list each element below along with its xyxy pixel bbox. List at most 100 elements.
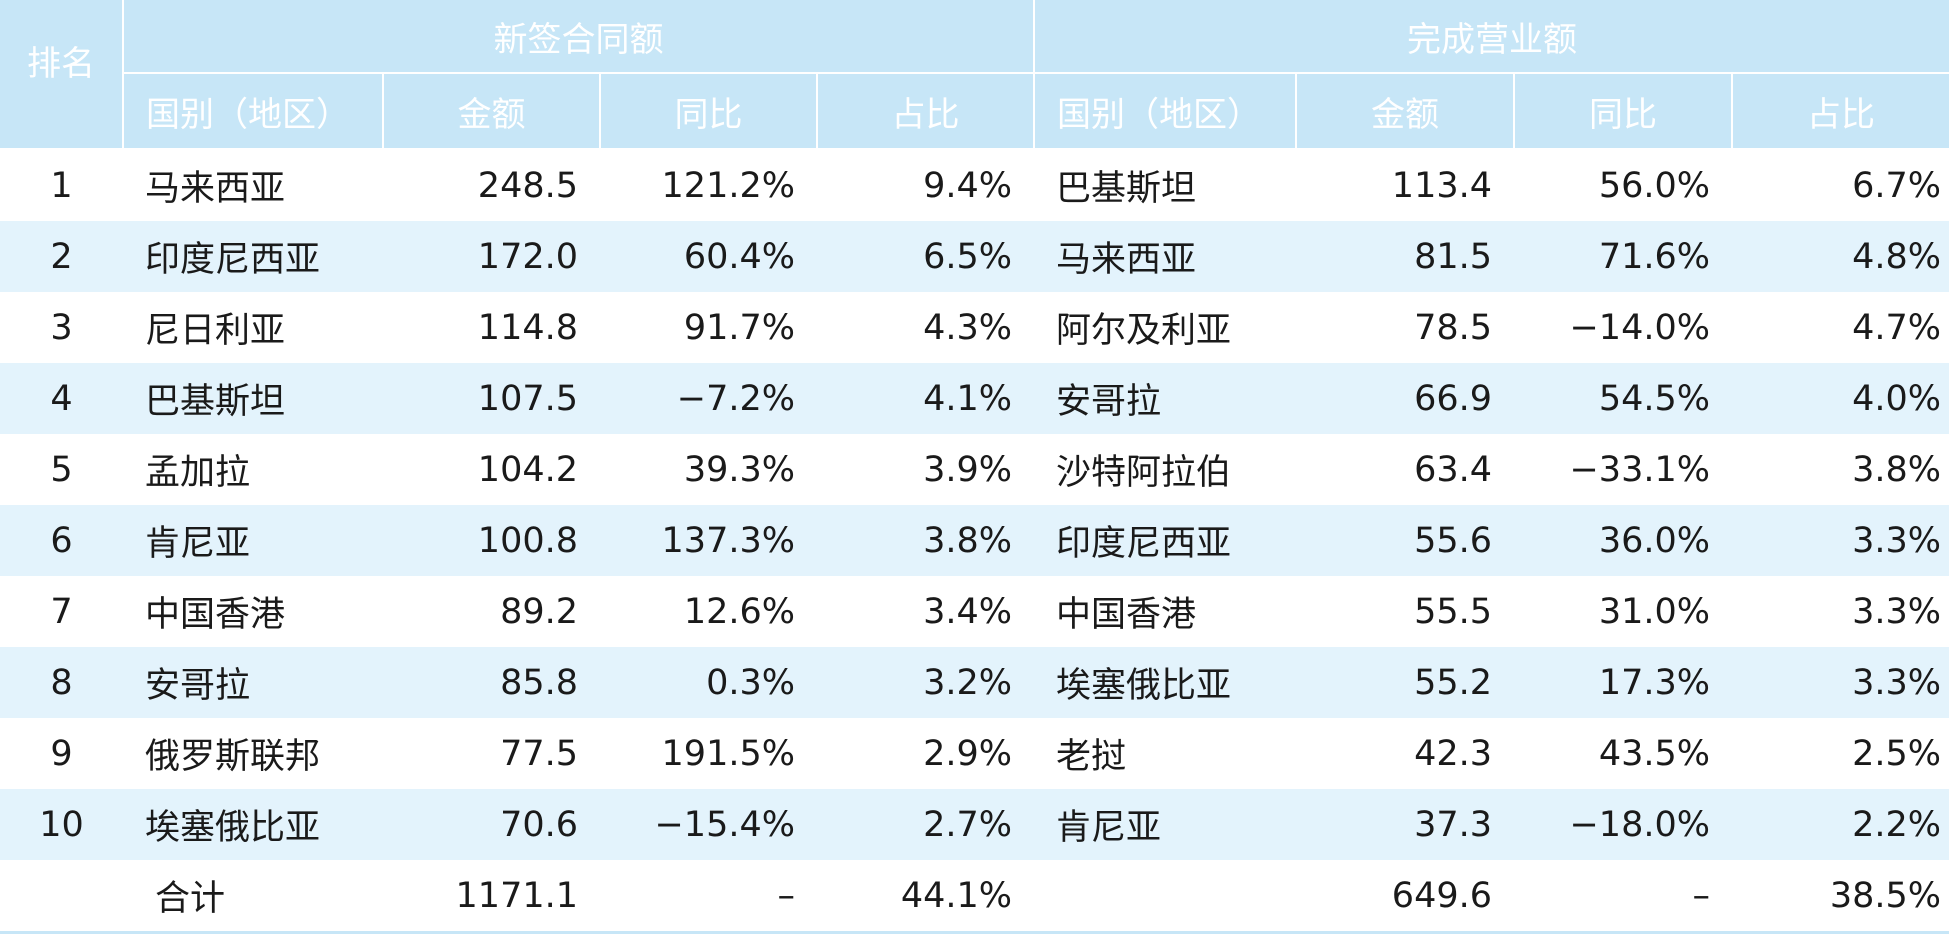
table-row: 7 中国香港 89.2 12.6% 3.4% 中国香港 55.5 31.0% 3… [0,576,1949,647]
nc-amount-cell: 114.8 [477,307,578,348]
nc-share-cell: 4.3% [923,307,1012,348]
total-nc-yoy: – [600,860,817,934]
nc-country-header: 国别（地区） [123,73,384,150]
nc-country-cell: 印度尼西亚 [123,221,383,292]
nc-share-header: 占比 [817,73,1035,150]
table-row: 8 安哥拉 85.8 0.3% 3.2% 埃塞俄比亚 55.2 17.3% 3.… [0,647,1949,718]
nc-amount-cell: 104.2 [477,449,578,490]
rank-cell: 1 [50,165,73,206]
rank-cell: 7 [50,591,73,632]
rv-amount-cell: 78.5 [1414,307,1492,348]
rv-country-cell: 巴基斯坦 [1056,169,1197,209]
rv-country-header: 国别（地区） [1034,73,1297,150]
total-nc-amount: 1171.1 [383,860,600,934]
total-nc-share: 44.1% [817,860,1034,934]
nc-yoy-cell: 39.3% [683,449,795,490]
rv-amount-cell: 55.5 [1414,591,1492,632]
nc-country-cell: 巴基斯坦 [123,363,383,434]
rv-country-cell: 马来西亚 [1034,221,1296,292]
nc-country-cell: 埃塞俄比亚 [123,789,383,860]
rv-country-cell: 中国香港 [1056,595,1197,635]
rv-share-cell: 3.3% [1732,647,1949,718]
nc-country-cell: 孟加拉 [145,453,251,493]
nc-yoy-cell: 121.2% [661,165,795,206]
rv-country-cell: 印度尼西亚 [1034,505,1296,576]
rv-yoy-cell: 36.0% [1514,505,1732,576]
rv-yoy-cell: 71.6% [1514,221,1732,292]
nc-yoy-cell: 137.3% [600,505,817,576]
rv-share-header: 占比 [1732,73,1949,150]
nc-amount-cell: 100.8 [383,505,600,576]
rv-yoy-cell: 54.5% [1514,363,1732,434]
rv-amount-cell: 42.3 [1414,733,1492,774]
table-row: 2 印度尼西亚 172.0 60.4% 6.5% 马来西亚 81.5 71.6%… [0,221,1949,292]
rank-cell: 9 [50,733,73,774]
rv-country-cell: 老挝 [1056,737,1127,777]
rank-cell: 4 [0,363,123,434]
rv-amount-cell: 55.2 [1296,647,1514,718]
nc-country-cell: 俄罗斯联邦 [145,737,321,777]
nc-yoy-cell: 191.5% [661,733,795,774]
rv-share-cell: 3.3% [1852,591,1941,632]
table-row: 9 俄罗斯联邦 77.5 191.5% 2.9% 老挝 42.3 43.5% 2… [0,718,1949,789]
table-row: 10 埃塞俄比亚 70.6 −15.4% 2.7% 肯尼亚 37.3 −18.0… [0,789,1949,860]
total-rv-country [1034,860,1296,934]
rv-yoy-cell: 17.3% [1514,647,1732,718]
nc-country-cell: 马来西亚 [145,169,286,209]
nc-yoy-cell: 60.4% [600,221,817,292]
rank-cell: 3 [50,307,73,348]
nc-share-cell: 2.7% [817,789,1034,860]
nc-share-cell: 3.2% [817,647,1034,718]
nc-amount-cell: 85.8 [383,647,600,718]
rv-share-cell: 6.7% [1852,165,1941,206]
nc-yoy-cell: −7.2% [600,363,817,434]
nc-share-cell: 6.5% [817,221,1034,292]
table-row: 3 尼日利亚 114.8 91.7% 4.3% 阿尔及利亚 78.5 −14.0… [0,292,1949,363]
header-row-groups: 排名 新签合同额 完成营业额 [0,0,1949,150]
nc-amount-cell: 89.2 [500,591,578,632]
rv-amount-cell: 113.4 [1391,165,1492,206]
total-row: 合计 1171.1 – 44.1% 649.6 – 38.5% [0,860,1949,934]
rv-yoy-cell: 56.0% [1598,165,1710,206]
table-row: 6 肯尼亚 100.8 137.3% 3.8% 印度尼西亚 55.6 36.0%… [0,505,1949,576]
rv-share-cell: 3.8% [1852,449,1941,490]
nc-yoy-cell: 12.6% [683,591,795,632]
rv-yoy-cell: 43.5% [1598,733,1710,774]
rv-country-cell: 埃塞俄比亚 [1034,647,1296,718]
rank-header: 排名 [0,0,124,150]
rv-yoy-cell: −33.1% [1569,449,1710,490]
rv-share-cell: 3.3% [1732,505,1949,576]
rv-amount-cell: 55.6 [1296,505,1514,576]
nc-yoy-cell: −15.4% [600,789,817,860]
rv-yoy-cell: −14.0% [1569,307,1710,348]
table-header: 排名 新签合同额 完成营业额 国别（地区） 金额 同比 占比 国别（地区） 金额… [0,0,1949,150]
nc-share-cell: 2.9% [923,733,1012,774]
nc-share-cell: 4.1% [817,363,1034,434]
rv-amount-header: 金额 [1296,73,1515,150]
rank-cell: 8 [0,647,123,718]
rv-yoy-cell: 31.0% [1598,591,1710,632]
rv-yoy-header: 同比 [1514,73,1733,150]
nc-amount-cell: 248.5 [477,165,578,206]
nc-share-cell: 3.9% [923,449,1012,490]
rv-country-cell: 阿尔及利亚 [1056,311,1232,351]
rv-amount-cell: 81.5 [1296,221,1514,292]
rv-country-cell: 肯尼亚 [1034,789,1296,860]
total-label: 合计 [123,860,383,934]
total-rv-share: 38.5% [1732,860,1949,934]
rv-share-cell: 2.5% [1852,733,1941,774]
table-row: 5 孟加拉 104.2 39.3% 3.9% 沙特阿拉伯 63.4 −33.1%… [0,434,1949,505]
rv-amount-cell: 63.4 [1414,449,1492,490]
nc-yoy-header: 同比 [600,73,818,150]
nc-country-cell: 安哥拉 [123,647,383,718]
total-rv-amount: 649.6 [1296,860,1514,934]
nc-amount-cell: 77.5 [500,733,578,774]
nc-country-cell: 肯尼亚 [123,505,383,576]
rv-yoy-cell: −18.0% [1514,789,1732,860]
table-body: 1 马来西亚 248.5 121.2% 9.4% 巴基斯坦 113.4 56.0… [0,149,1949,934]
nc-amount-cell: 107.5 [383,363,600,434]
rv-amount-cell: 66.9 [1296,363,1514,434]
nc-amount-header: 金额 [383,73,601,150]
nc-amount-cell: 70.6 [383,789,600,860]
